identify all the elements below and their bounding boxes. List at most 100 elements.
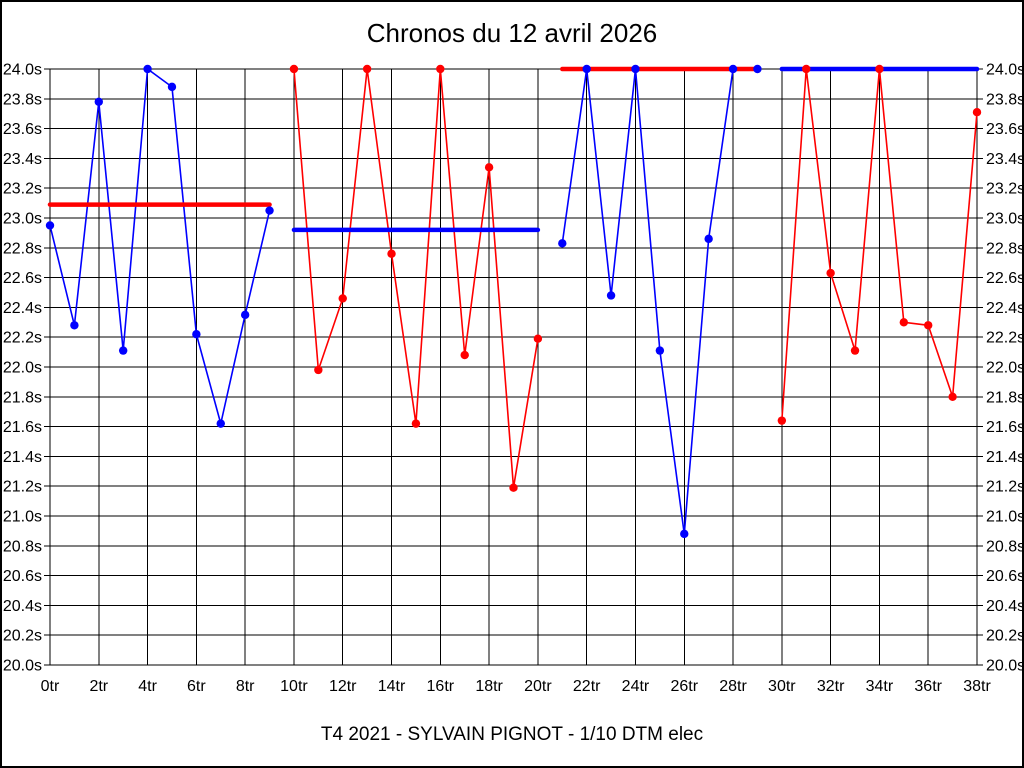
y-tick-label-left: 22.0s xyxy=(3,360,42,377)
run-2-laps-point xyxy=(314,365,323,375)
run-1-laps xyxy=(49,67,271,424)
run-3-laps-point xyxy=(582,64,591,74)
run-3-laps-point xyxy=(728,64,738,74)
run-4-laps-point xyxy=(948,392,957,401)
y-tick-label-right: 20.4s xyxy=(986,598,1024,615)
run-1-laps-point xyxy=(143,64,152,74)
y-tick-label-right: 21.6s xyxy=(986,419,1024,436)
y-tick-label-left: 23.8s xyxy=(3,91,42,108)
x-tick-label: 6tr xyxy=(187,678,206,695)
run-3-laps-point xyxy=(680,529,689,539)
x-tick-label: 28tr xyxy=(719,678,747,695)
y-tick-label-left: 20.8s xyxy=(3,538,42,555)
y-tick-label-right: 21.8s xyxy=(986,389,1024,406)
y-tick-label-left: 23.0s xyxy=(3,211,42,228)
y-tick-label-right: 20.8s xyxy=(986,538,1024,555)
x-tick-label: 26tr xyxy=(670,678,698,695)
run-1-laps-point xyxy=(94,97,103,106)
y-tick-label-left: 20.6s xyxy=(3,568,42,585)
run-3-laps-point xyxy=(606,291,616,300)
x-tick-label: 38tr xyxy=(963,678,991,695)
y-tick-label-left: 21.2s xyxy=(3,479,42,496)
chart-title: Chronos du 12 avril 2026 xyxy=(366,18,658,48)
y-tick-label-left: 22.4s xyxy=(3,300,42,317)
run-4-laps-point xyxy=(924,321,933,330)
run-1-laps-point xyxy=(216,419,225,428)
x-tick-label: 18tr xyxy=(475,678,503,695)
run-3-laps xyxy=(561,68,758,534)
y-tick-label-left: 24.0s xyxy=(3,62,42,79)
y-tick-label-right: 23.4s xyxy=(986,151,1024,168)
x-tick-label: 22tr xyxy=(573,678,601,695)
y-tick-label-left: 21.8s xyxy=(3,389,42,406)
run-1-laps-point xyxy=(118,346,128,355)
x-tick-label: 0tr xyxy=(41,678,60,695)
x-tick-label: 10tr xyxy=(280,678,308,695)
y-tick-label-left: 22.2s xyxy=(3,330,42,347)
run-1-laps-point xyxy=(240,310,250,320)
y-tick-label-left: 21.0s xyxy=(3,509,42,526)
run-4-laps-point xyxy=(777,416,787,425)
y-tick-label-right: 23.6s xyxy=(986,121,1024,138)
x-tick-label: 16tr xyxy=(427,678,455,695)
run-1-laps-point xyxy=(192,330,201,339)
run-2-laps-point xyxy=(289,64,299,74)
y-tick-label-right: 22.6s xyxy=(986,270,1024,287)
y-tick-label-right: 21.4s xyxy=(986,449,1024,466)
y-tick-label-left: 22.6s xyxy=(3,270,42,287)
run-1-laps-point xyxy=(265,206,274,215)
y-tick-label-right: 20.2s xyxy=(986,628,1024,645)
x-tick-label: 12tr xyxy=(329,678,357,695)
run-1-laps-point xyxy=(45,221,55,230)
x-tick-label: 2tr xyxy=(89,678,108,695)
y-tick-label-left: 21.6s xyxy=(3,419,42,436)
x-tick-label: 14tr xyxy=(378,678,406,695)
run-2-laps-point xyxy=(387,249,396,258)
y-tick-label-left: 22.8s xyxy=(3,240,42,257)
y-tick-label-right: 22.8s xyxy=(986,240,1024,257)
x-tick-label: 32tr xyxy=(817,678,845,695)
y-tick-label-right: 22.4s xyxy=(986,300,1024,317)
run-2-laps-point xyxy=(362,64,372,74)
y-tick-label-right: 22.2s xyxy=(986,330,1024,347)
run-2-laps-point xyxy=(509,483,518,492)
y-tick-label-right: 20.0s xyxy=(986,658,1024,675)
run-3-laps-point xyxy=(655,346,665,355)
run-4-laps-point xyxy=(826,268,835,278)
y-tick-label-right: 23.8s xyxy=(986,91,1024,108)
run-3-laps-point xyxy=(753,64,762,74)
y-tick-label-left: 23.4s xyxy=(3,151,42,168)
y-tick-label-left: 23.6s xyxy=(3,121,42,138)
y-tick-label-right: 21.2s xyxy=(986,479,1024,496)
x-tick-label: 20tr xyxy=(524,678,552,695)
run-3-laps-point xyxy=(558,239,567,248)
y-tick-label-left: 20.0s xyxy=(3,658,42,675)
run-4-laps-point xyxy=(850,346,860,355)
run-2-laps-point xyxy=(460,350,469,360)
x-tick-label: 8tr xyxy=(236,678,255,695)
x-tick-label: 4tr xyxy=(138,678,157,695)
run-2-laps-point xyxy=(436,64,445,74)
run-4-laps-point xyxy=(875,64,884,74)
y-tick-label-right: 23.0s xyxy=(986,211,1024,228)
y-tick-label-left: 23.2s xyxy=(3,181,42,198)
run-1-laps-point xyxy=(167,82,177,92)
y-tick-label-right: 21.0s xyxy=(986,509,1024,526)
run-2-laps-point xyxy=(338,294,347,303)
run-3-laps-point xyxy=(631,64,640,74)
x-tick-label: 34tr xyxy=(866,678,894,695)
run-2-laps-point xyxy=(411,419,421,428)
run-2-laps-point xyxy=(484,163,494,172)
run-2-laps-point xyxy=(533,334,543,343)
run-4-laps-point xyxy=(972,108,982,117)
y-tick-label-left: 21.4s xyxy=(3,449,42,466)
y-tick-label-right: 23.2s xyxy=(986,181,1024,198)
run-4-laps-point xyxy=(802,64,811,74)
x-tick-label: 36tr xyxy=(914,678,942,695)
x-tick-label: 30tr xyxy=(768,678,796,695)
run-4-laps-point xyxy=(899,318,909,327)
y-tick-label-right: 22.0s xyxy=(986,360,1024,377)
y-tick-label-left: 20.4s xyxy=(3,598,42,615)
run-1-laps-point xyxy=(70,321,79,330)
